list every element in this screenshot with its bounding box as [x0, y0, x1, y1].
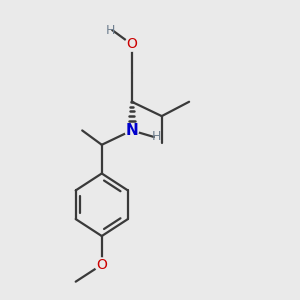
Text: O: O [96, 258, 107, 272]
Text: H: H [105, 24, 115, 37]
Circle shape [125, 124, 139, 137]
Text: O: O [126, 38, 137, 51]
Circle shape [95, 258, 109, 272]
Text: N: N [125, 123, 138, 138]
Text: H: H [152, 130, 161, 143]
Circle shape [125, 38, 139, 51]
